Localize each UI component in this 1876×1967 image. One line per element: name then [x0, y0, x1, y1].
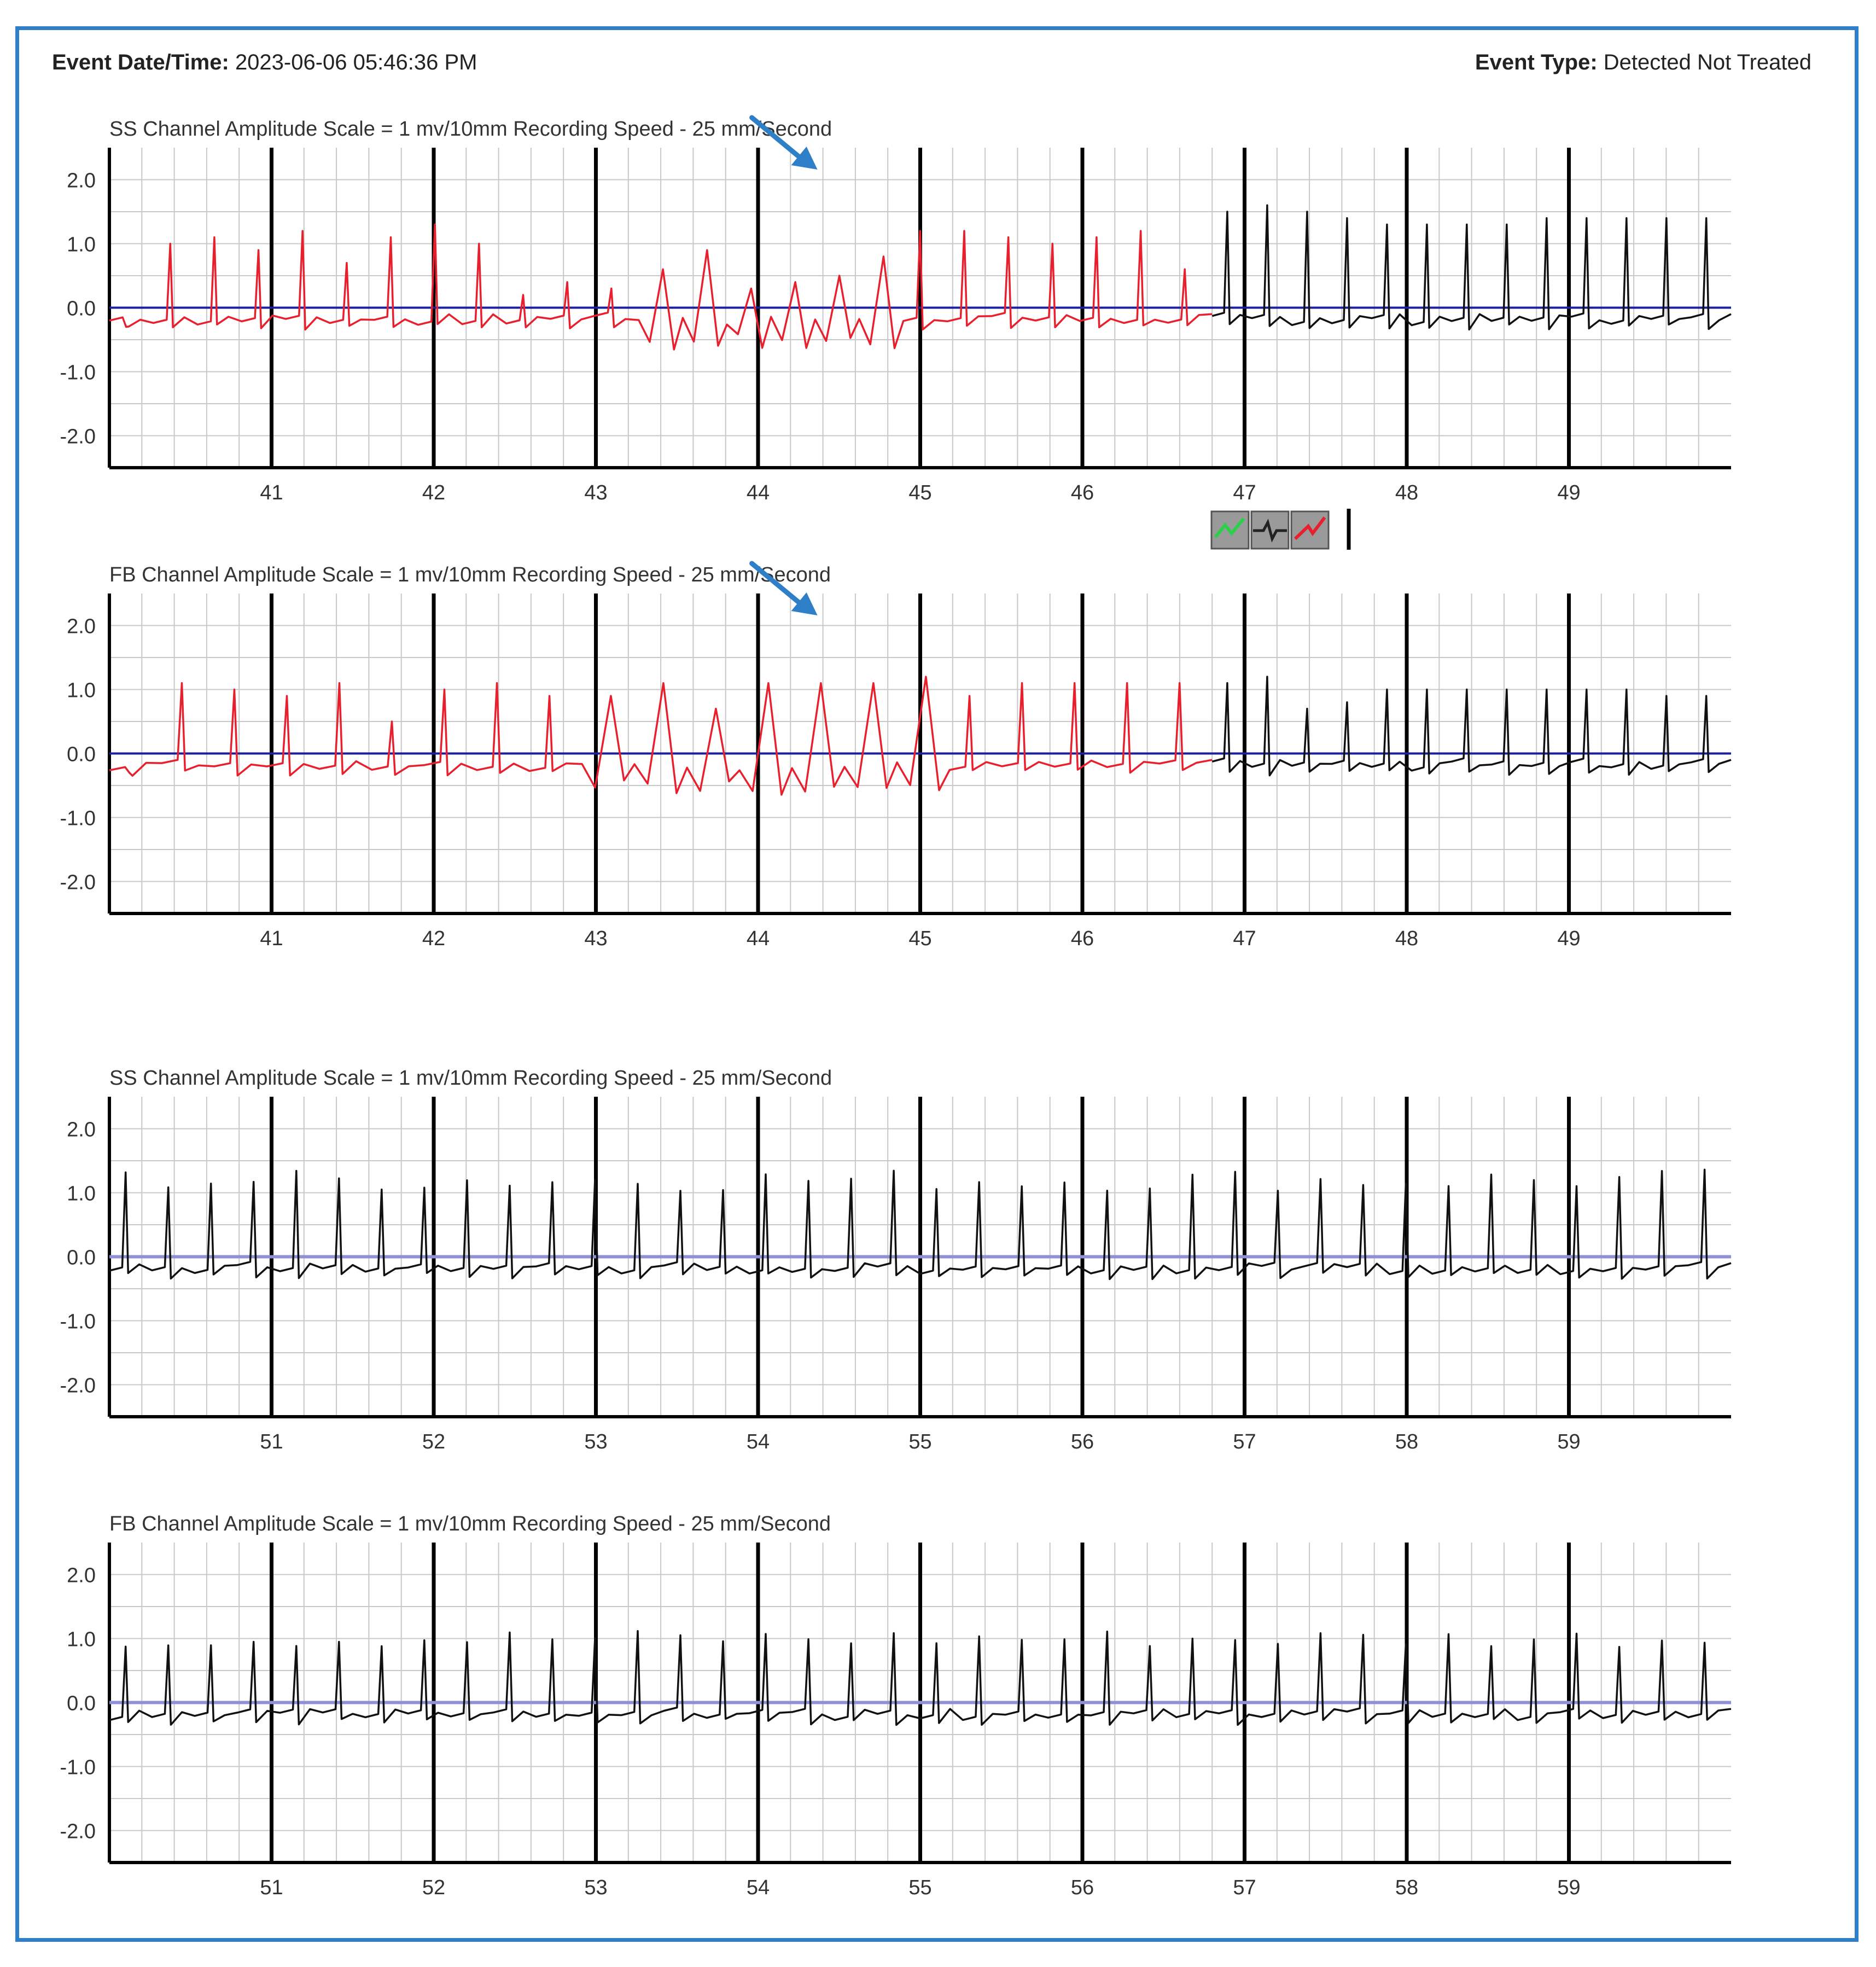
x-tick-label: 58: [1395, 1876, 1418, 1899]
x-tick-label: 45: [908, 927, 931, 950]
x-tick-label: 48: [1395, 481, 1418, 504]
strip-title: FB Channel Amplitude Scale = 1 mv/10mm R…: [109, 563, 831, 586]
ecg-trace-normal: [1211, 204, 1732, 331]
x-tick-label: 41: [260, 481, 283, 504]
strip-1: SS Channel Amplitude Scale = 1 mv/10mm R…: [60, 115, 1732, 504]
x-tick-label: 51: [260, 1876, 283, 1899]
y-tick-label: 2.0: [67, 615, 96, 638]
y-tick-label: 2.0: [67, 170, 96, 193]
y-tick-label: 1.0: [67, 679, 96, 702]
ecg-trace-normal: [109, 1168, 1732, 1281]
ecg-trace-treated: [109, 223, 1213, 351]
x-tick-label: 54: [747, 1430, 770, 1453]
x-tick-label: 47: [1233, 481, 1256, 504]
y-tick-label: 0.0: [67, 298, 96, 321]
y-tick-label: 0.0: [67, 1247, 96, 1270]
event-datetime-value: 2023-06-06 05:46:36 PM: [235, 50, 477, 74]
y-tick-label: -2.0: [60, 1375, 96, 1398]
x-tick-label: 44: [747, 927, 770, 950]
event-datetime: Event Date/Time: 2023-06-06 05:46:36 PM: [52, 50, 477, 75]
x-tick-label: 45: [908, 481, 931, 504]
x-tick-label: 47: [1233, 927, 1256, 950]
ecg-trace-normal: [1211, 676, 1732, 777]
y-tick-label: -1.0: [60, 1756, 96, 1779]
y-tick-label: -1.0: [60, 1311, 96, 1334]
x-tick-label: 59: [1557, 1876, 1580, 1899]
annotation-arrow-icon: [749, 115, 818, 170]
x-tick-label: 52: [422, 1876, 445, 1899]
event-type: Event Type: Detected Not Treated: [1475, 50, 1811, 75]
x-tick-label: 49: [1557, 481, 1580, 504]
arrow-head: [791, 147, 818, 170]
x-tick-label: 44: [747, 481, 770, 504]
x-tick-label: 42: [422, 927, 445, 950]
x-tick-label: 55: [908, 1430, 931, 1453]
x-tick-label: 57: [1233, 1876, 1256, 1899]
x-tick-label: 51: [260, 1430, 283, 1453]
y-tick-label: 1.0: [67, 234, 96, 257]
x-tick-label: 49: [1557, 927, 1580, 950]
x-tick-label: 48: [1395, 927, 1418, 950]
y-tick-label: 0.0: [67, 743, 96, 766]
x-tick-label: 53: [584, 1876, 607, 1899]
x-tick-label: 41: [260, 927, 283, 950]
y-tick-label: 1.0: [67, 1183, 96, 1206]
shock-marker-glyph: [1294, 516, 1326, 540]
y-tick-label: -2.0: [60, 871, 96, 894]
y-tick-label: -1.0: [60, 362, 96, 385]
x-tick-label: 56: [1071, 1430, 1094, 1453]
strip-4: FB Channel Amplitude Scale = 1 mv/10mm R…: [60, 1512, 1732, 1899]
strip-title: SS Channel Amplitude Scale = 1 mv/10mm R…: [109, 1067, 832, 1090]
y-tick-label: -1.0: [60, 807, 96, 830]
event-type-label: Event Type:: [1475, 50, 1598, 74]
event-marker-group: [1210, 509, 1351, 550]
x-tick-label: 59: [1557, 1430, 1580, 1453]
x-tick-label: 52: [422, 1430, 445, 1453]
strip-2: FB Channel Amplitude Scale = 1 mv/10mm R…: [60, 561, 1732, 950]
strip-title: SS Channel Amplitude Scale = 1 mv/10mm R…: [109, 118, 832, 141]
x-tick-label: 43: [584, 927, 607, 950]
x-tick-label: 46: [1071, 481, 1094, 504]
x-tick-label: 54: [747, 1876, 770, 1899]
strip-3: SS Channel Amplitude Scale = 1 mv/10mm R…: [60, 1067, 1732, 1453]
ecg-trace-normal: [109, 1630, 1732, 1726]
x-tick-label: 42: [422, 481, 445, 504]
ecg-marker-glyph: [1253, 519, 1287, 543]
annotation-arrow-icon: [749, 561, 818, 615]
x-tick-label: 56: [1071, 1876, 1094, 1899]
event-datetime-label: Event Date/Time:: [52, 50, 229, 74]
ecg-trace-treated: [109, 676, 1213, 796]
event-type-value: Detected Not Treated: [1603, 50, 1811, 74]
x-tick-label: 46: [1071, 927, 1094, 950]
report-frame: [15, 26, 1858, 1942]
strip-title: FB Channel Amplitude Scale = 1 mv/10mm R…: [109, 1512, 831, 1535]
x-tick-label: 57: [1233, 1430, 1256, 1453]
detection-marker-glyph: [1214, 517, 1245, 538]
x-tick-label: 58: [1395, 1430, 1418, 1453]
x-tick-label: 53: [584, 1430, 607, 1453]
y-tick-label: 2.0: [67, 1564, 96, 1587]
y-tick-label: -2.0: [60, 1820, 96, 1843]
x-tick-label: 55: [908, 1876, 931, 1899]
arrow-head: [791, 592, 818, 615]
y-tick-label: -2.0: [60, 426, 96, 449]
y-tick-label: 2.0: [67, 1119, 96, 1142]
y-tick-label: 1.0: [67, 1628, 96, 1651]
y-tick-label: 0.0: [67, 1692, 96, 1715]
x-tick-label: 43: [584, 481, 607, 504]
